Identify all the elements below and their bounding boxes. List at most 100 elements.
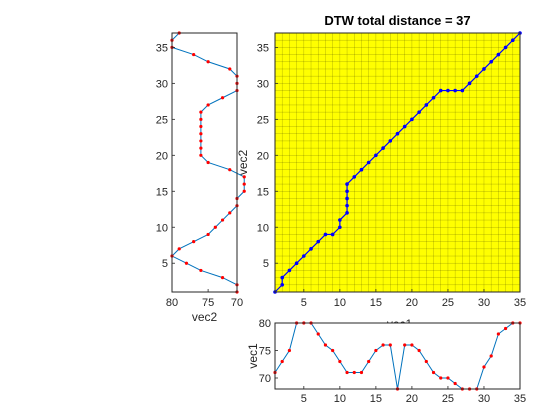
- path-point: [294, 261, 299, 266]
- vec1-point: [482, 365, 486, 369]
- vec2-point: [199, 124, 203, 129]
- path-point: [460, 88, 465, 93]
- vec2-point: [184, 261, 189, 265]
- path-point: [345, 203, 349, 208]
- x-tick-label: 5: [301, 393, 307, 405]
- plot-frame: [274, 32, 521, 293]
- vec2-point: [213, 225, 217, 229]
- y-tick-label: 10: [156, 222, 168, 234]
- vec2-point: [192, 52, 196, 57]
- vec2-point: [206, 60, 210, 64]
- path-point: [345, 182, 349, 186]
- x-tick-label: 5: [301, 297, 307, 309]
- dtw-path-panel: 5 10 15 20 25 30 35 5 10 15 20 25 30 35 DTW total dis…: [236, 13, 526, 331]
- plot-background: [172, 33, 237, 292]
- path-point: [410, 117, 414, 122]
- x-axis-label: vec2: [192, 310, 218, 324]
- vec1-point: [446, 376, 450, 380]
- vec1-point: [359, 370, 364, 375]
- vec2-point: [228, 67, 232, 71]
- vec1-point: [453, 381, 457, 386]
- vec2-point: [242, 182, 246, 186]
- y-tick-label: 30: [257, 78, 269, 90]
- x-tick-label: 35: [514, 297, 526, 309]
- path-point: [309, 247, 313, 251]
- y-tick-label: 15: [156, 186, 168, 198]
- vec1-point: [374, 348, 378, 353]
- path-point: [424, 103, 429, 107]
- path-point: [388, 139, 393, 143]
- plot-frame: [274, 322, 521, 390]
- x-tick-label: 35: [514, 393, 526, 405]
- path-point: [438, 88, 443, 93]
- y-tick-label: 25: [156, 114, 168, 126]
- vec2-point: [192, 240, 196, 244]
- y-tick-label: 35: [257, 42, 269, 54]
- path-point: [482, 67, 486, 71]
- vec2-point: [199, 132, 203, 136]
- vec2-point: [199, 110, 203, 114]
- x-tick-label: 70: [231, 297, 243, 309]
- vec1-point: [381, 343, 385, 347]
- path-point: [338, 218, 342, 222]
- vec1-point: [489, 354, 493, 358]
- tick-labels: 5 10 15 20 25 30 35 5 10 15 20 25 30 35: [257, 42, 526, 309]
- path-point: [503, 45, 508, 50]
- vec1-point: [287, 348, 292, 353]
- vec1-point: [352, 370, 356, 375]
- vec2-point: [199, 117, 203, 121]
- path-point: [280, 283, 285, 287]
- vec1-point: [345, 370, 349, 375]
- vec2-point: [220, 218, 225, 222]
- path-point: [316, 239, 321, 244]
- path-point: [330, 232, 335, 237]
- tick-labels: 80 75 70 5 10 15 20 25 30 35: [156, 42, 243, 309]
- path-point: [366, 160, 371, 165]
- vec2-point: [199, 268, 203, 273]
- y-tick-label: 30: [156, 78, 168, 90]
- vec1-point: [316, 332, 320, 336]
- x-tick-label: 25: [442, 297, 454, 309]
- vec2-point: [206, 103, 210, 107]
- plot-frame: [171, 32, 238, 293]
- x-tick-label: 10: [334, 297, 346, 309]
- path-point: [474, 74, 479, 78]
- x-tick-label: 80: [166, 297, 178, 309]
- tick-labels: 5 10 15 20 25 30 35 70 75 80: [259, 318, 526, 405]
- x-tick-label: 75: [202, 297, 214, 309]
- path-point: [489, 59, 493, 64]
- vec1-point: [417, 348, 421, 353]
- path-point: [352, 175, 357, 179]
- vec2-point: [242, 189, 246, 193]
- vec2-point: [199, 146, 203, 150]
- path-point: [374, 153, 378, 158]
- y-tick-label: 75: [259, 346, 271, 358]
- x-tick-label: 30: [478, 393, 490, 405]
- path-point: [323, 232, 328, 237]
- path-point: [381, 146, 385, 150]
- vec1-point: [338, 359, 342, 364]
- vec1-point: [323, 343, 328, 347]
- x-tick-label: 15: [370, 297, 382, 309]
- vec1-point: [503, 326, 508, 331]
- vec2-point: [206, 160, 210, 165]
- y-tick-label: 80: [259, 318, 271, 330]
- y-tick-label: 10: [257, 222, 269, 234]
- y-tick-label: 35: [156, 42, 168, 54]
- path-point: [453, 88, 457, 93]
- vec1-point: [388, 343, 392, 347]
- vec1-point: [403, 343, 407, 347]
- x-tick-label: 30: [478, 297, 490, 309]
- warping-path: [273, 31, 522, 294]
- vec1-point: [367, 359, 371, 364]
- vec2-point: [242, 175, 246, 179]
- path-point: [446, 88, 450, 93]
- vec2-point: [228, 211, 232, 215]
- path-point: [467, 81, 472, 86]
- vec2-point: [220, 96, 225, 100]
- vec2-point: [206, 232, 210, 237]
- x-tick-label: 20: [406, 297, 418, 309]
- path-point: [431, 95, 436, 100]
- path-point: [345, 189, 349, 194]
- vec1-point: [280, 359, 284, 364]
